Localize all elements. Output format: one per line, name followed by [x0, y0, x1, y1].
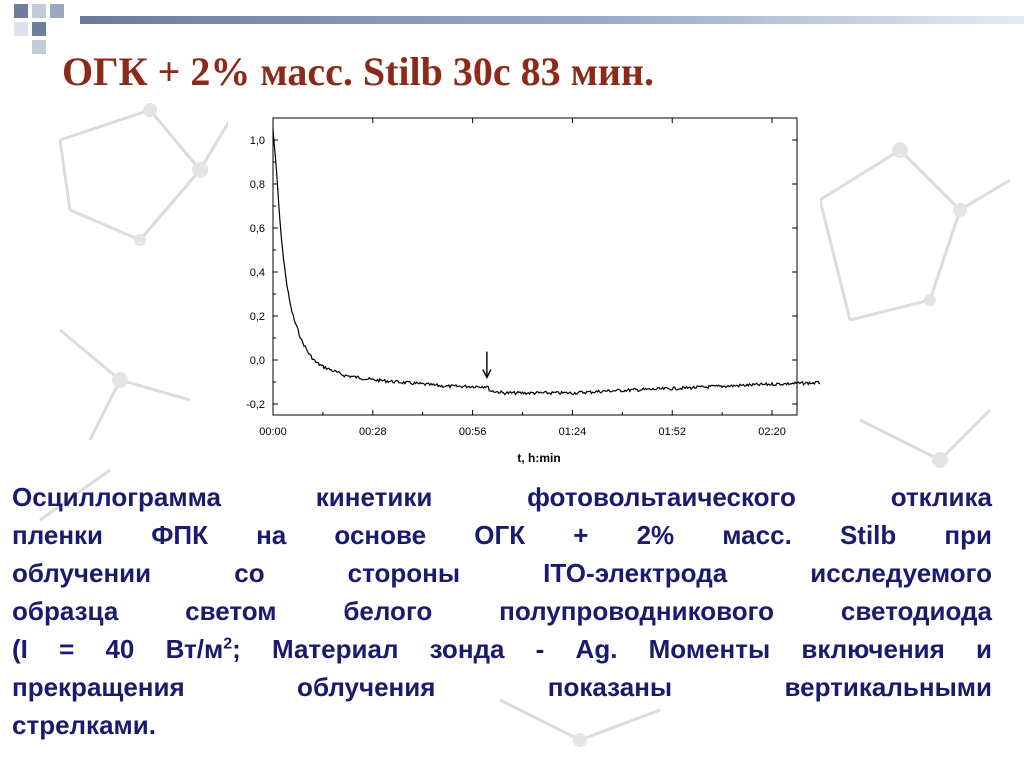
- y-tick-label: 0,8: [250, 179, 265, 191]
- y-tick-label: 0,6: [250, 223, 265, 235]
- caption-line-7: стрелками.: [12, 710, 156, 740]
- chart-annotations: [482, 351, 492, 380]
- x-tick-label: 00:28: [359, 426, 387, 438]
- photovoltaic-response-line: [272, 128, 820, 396]
- x-tick-label: 02:20: [758, 426, 786, 438]
- caption-line-5-end: ; Материал зонда - Ag. Моменты включения…: [232, 634, 992, 664]
- caption-line-5: (I = 40 Вт/м2; Материал зонда - Ag. Моме…: [12, 630, 992, 668]
- chart-ticks: 1,0 0,8 0,6 0,4 0,2 0,0 -0,2 00:00 00:28 00:56 01:…: [246, 118, 797, 438]
- caption-line-1: Осциллограмма кинетики фотовольтаическог…: [12, 482, 992, 512]
- caption-line-5-start: (I = 40 Вт/м: [12, 634, 224, 664]
- y-tick-label: 1,0: [250, 135, 265, 147]
- figure-caption: Осциллограмма кинетики фотовольтаическог…: [12, 478, 992, 744]
- caption-line-6: прекращения облучения показаны вертикаль…: [12, 672, 992, 702]
- chart-panel: 1,0 0,8 0,6 0,4 0,2 0,0 -0,2 00:00 00:28 00:56 01:…: [228, 108, 820, 470]
- x-axis-label: t, h:min: [517, 451, 560, 465]
- y-tick-label: 0,0: [250, 355, 265, 367]
- x-tick-label: 01:24: [559, 426, 587, 438]
- y-tick-label: 0,4: [250, 267, 265, 279]
- title-accent-bar: [80, 16, 1024, 24]
- x-tick-label: 01:52: [658, 426, 686, 438]
- x-tick-label: 00:00: [259, 426, 287, 438]
- caption-superscript: 2: [223, 635, 233, 653]
- caption-line-4: образца светом белого полупроводникового…: [12, 596, 992, 626]
- slide-title: ОГК + 2% масс. Stilb 30с 83 мин.: [62, 49, 654, 94]
- corner-decoration: [14, 4, 64, 54]
- caption-line-3: облучении со стороны ITO-электрода иссле…: [12, 558, 992, 588]
- y-tick-label: -0,2: [246, 399, 265, 411]
- y-tick-label: 0,2: [250, 311, 265, 323]
- arrow-down-icon: [482, 369, 492, 380]
- chart-series: [272, 128, 820, 396]
- caption-line-2: пленки ФПК на основе ОГК + 2% масс. Stil…: [12, 520, 992, 550]
- plot-frame: [272, 117, 798, 416]
- oscillogram-chart: 1,0 0,8 0,6 0,4 0,2 0,0 -0,2 00:00 00:28 00:56 01:…: [246, 117, 820, 465]
- x-tick-label: 00:56: [459, 426, 487, 438]
- chart-axes: [272, 117, 798, 416]
